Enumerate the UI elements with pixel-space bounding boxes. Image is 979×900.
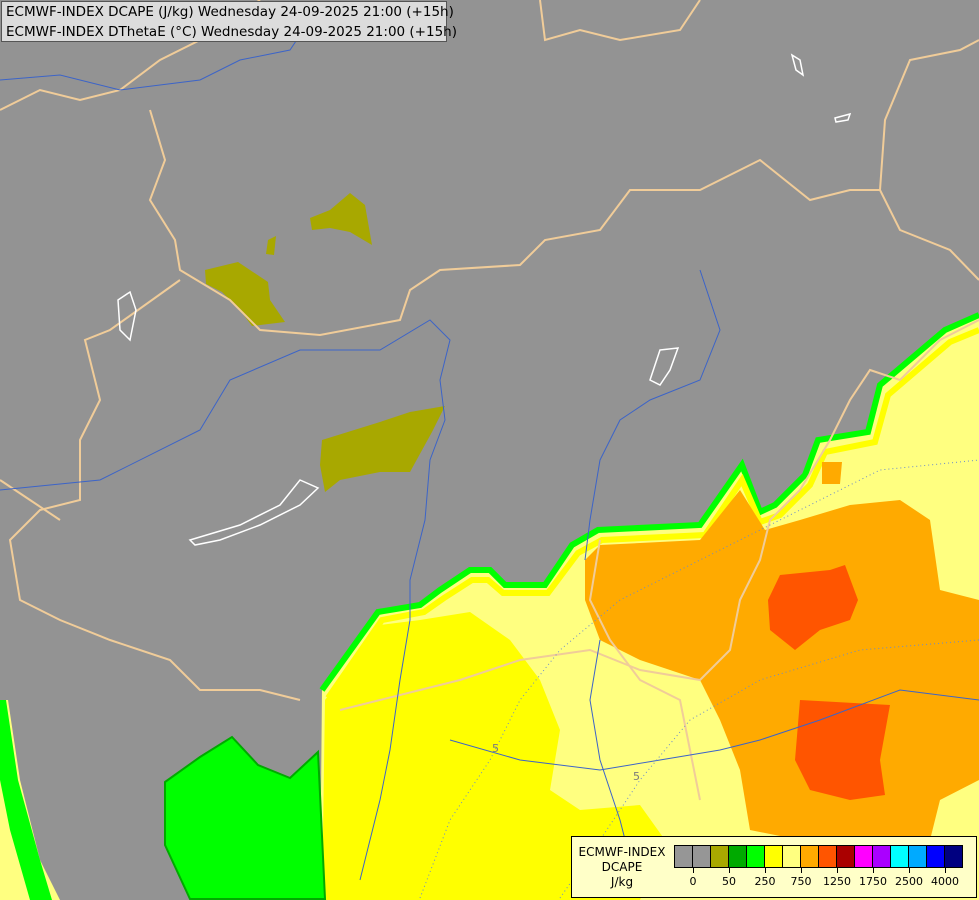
region-dcape-red-orange-1 bbox=[768, 565, 858, 650]
legend-swatch bbox=[801, 846, 819, 867]
legend-swatches bbox=[674, 845, 963, 868]
region-dcape-olive-4 bbox=[320, 406, 445, 492]
title-dcape: ECMWF-INDEX DCAPE (J/kg) Wednesday 24-09… bbox=[6, 4, 454, 20]
legend-swatch bbox=[891, 846, 909, 867]
legend-title-line: DCAPE bbox=[601, 860, 643, 874]
lakes bbox=[117, 53, 852, 546]
legend-title-line: ECMWF-INDEX bbox=[578, 845, 666, 859]
legend-tick bbox=[873, 868, 874, 873]
legend-tick bbox=[909, 868, 910, 873]
region-dcape-orange-small bbox=[822, 462, 842, 484]
legend-tick-label: 750 bbox=[790, 875, 812, 888]
legend-tick-label: 50 bbox=[722, 875, 736, 888]
title-dthetae: ECMWF-INDEX DThetaE (°C) Wednesday 24-09… bbox=[6, 24, 457, 40]
legend-swatch bbox=[729, 846, 747, 867]
legend-tick-label: 1250 bbox=[823, 875, 851, 888]
legend-swatch bbox=[837, 846, 855, 867]
legend-tick-label: 4000 bbox=[931, 875, 959, 888]
legend-swatch bbox=[675, 846, 693, 867]
legend-tick bbox=[729, 868, 730, 873]
legend-swatch bbox=[909, 846, 927, 867]
legend-tick bbox=[693, 868, 694, 873]
thetae-contours bbox=[419, 459, 979, 899]
legend-swatch bbox=[927, 846, 945, 867]
contour-label: 5 bbox=[633, 770, 640, 783]
color-legend: ECMWF-INDEX DCAPE J/kg 0 50 250 750 1250 1750… bbox=[571, 836, 977, 898]
legend-swatch bbox=[711, 846, 729, 867]
region-dcape-yellow-edge bbox=[325, 327, 979, 700]
legend-tick bbox=[945, 868, 946, 873]
region-dcape-olive-2 bbox=[205, 262, 285, 326]
legend-tick-label: 0 bbox=[689, 875, 697, 888]
legend-title: ECMWF-INDEX DCAPE J/kg bbox=[576, 845, 668, 890]
legend-swatch bbox=[819, 846, 837, 867]
legend-tick-label: 250 bbox=[754, 875, 776, 888]
legend-swatch bbox=[855, 846, 873, 867]
contour-label: 5 bbox=[492, 742, 499, 755]
region-dcape-yellow bbox=[322, 612, 665, 900]
legend-swatch bbox=[693, 846, 711, 867]
region-dcape-olive-1 bbox=[310, 193, 372, 245]
legend-swatch bbox=[873, 846, 891, 867]
legend-tick bbox=[801, 868, 802, 873]
region-dcape-red-orange-2 bbox=[795, 700, 890, 800]
legend-swatch bbox=[747, 846, 765, 867]
map-title-box: ECMWF-INDEX DCAPE (J/kg) Wednesday 24-09… bbox=[1, 1, 457, 42]
legend-swatch bbox=[783, 846, 801, 867]
legend-tick-label: 1750 bbox=[859, 875, 887, 888]
legend-tick-label: 2500 bbox=[895, 875, 923, 888]
legend-unit: J/kg bbox=[610, 875, 634, 889]
legend-tick bbox=[765, 868, 766, 873]
region-dcape-green-left bbox=[0, 700, 52, 900]
legend-swatch bbox=[945, 846, 962, 867]
region-dcape-green bbox=[164, 735, 327, 900]
region-dcape-green-edge bbox=[319, 312, 979, 692]
legend-swatch bbox=[765, 846, 783, 867]
legend-tick bbox=[837, 868, 838, 873]
region-dcape-olive-3 bbox=[266, 236, 276, 255]
